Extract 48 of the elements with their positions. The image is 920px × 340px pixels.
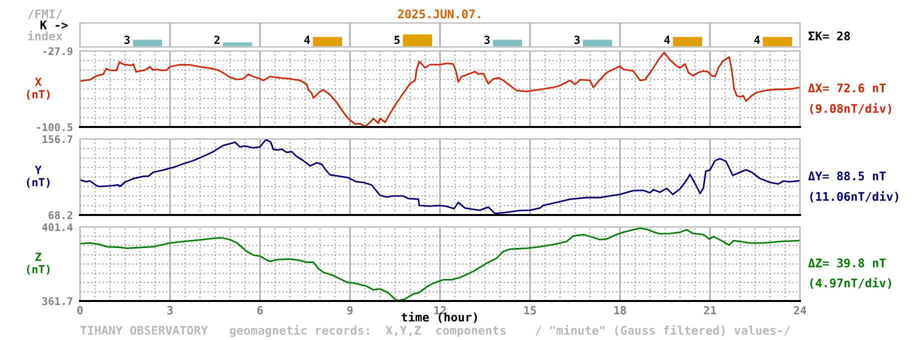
data-label: 5 — [394, 36, 400, 44]
bar — [582, 38, 614, 47]
x-tick-label: 9 — [347, 306, 353, 315]
x-tick-label: 18 — [614, 306, 626, 314]
x-tick-label: 3 — [167, 306, 173, 314]
x-tick-label: 21 — [704, 306, 716, 314]
text: (9.08nT/div) — [810, 103, 892, 114]
text: ΔZ= 39.8 nT — [808, 258, 886, 268]
text: ΣK= 28 — [808, 31, 850, 40]
y-tick-label: -100.5 — [36, 123, 72, 132]
data-label: 3 — [574, 36, 580, 44]
text: index — [28, 30, 62, 40]
text: (11.06nT/div) — [810, 191, 898, 202]
data-label: 4 — [664, 36, 670, 44]
text: K -> — [40, 20, 68, 30]
text: (4.97nT/div) — [810, 278, 892, 289]
data-label: 3 — [124, 36, 130, 44]
bar — [762, 36, 794, 47]
data-label: 2 — [214, 36, 220, 44]
bar — [132, 38, 164, 47]
x-tick-label: 6 — [257, 306, 263, 314]
x-tick-label: 15 — [524, 306, 536, 314]
bar — [222, 40, 254, 47]
x-tick-label: 0 — [77, 306, 83, 314]
y-axis-title: X (nT) — [26, 78, 50, 100]
y-tick-label: 68.2 — [48, 211, 72, 220]
x-tick-label: 24 — [794, 306, 806, 314]
text: ΔY= 88.5 nT — [808, 171, 886, 180]
line-series — [80, 139, 800, 214]
y-tick-label: 361.7 — [42, 297, 72, 306]
bar — [492, 38, 524, 47]
bar — [312, 36, 344, 47]
line-series — [80, 52, 800, 127]
y-tick-label: 156.7 — [42, 135, 72, 144]
chart-title: 2025.JUN.07. — [398, 9, 480, 18]
y-tick-label: -27.9 — [43, 47, 72, 56]
text: ΔX= 72.6 nT — [808, 83, 886, 92]
data-label: 4 — [754, 36, 760, 44]
bar — [672, 36, 704, 47]
y-axis-title: Z (nT) — [26, 252, 50, 275]
y-axis-title: Y (nT) — [26, 166, 50, 188]
bar — [402, 32, 434, 47]
line-series — [80, 228, 800, 301]
text: TIHANY OBSERVATORY geomagnetic records: X,Y,Z components / "minute" (Gauss filtered) values-/ — [80, 324, 790, 338]
data-label: 4 — [304, 36, 310, 44]
y-tick-label: 401.4 — [42, 223, 73, 232]
data-label: 3 — [484, 36, 490, 44]
text: /FMI/ — [28, 10, 62, 20]
